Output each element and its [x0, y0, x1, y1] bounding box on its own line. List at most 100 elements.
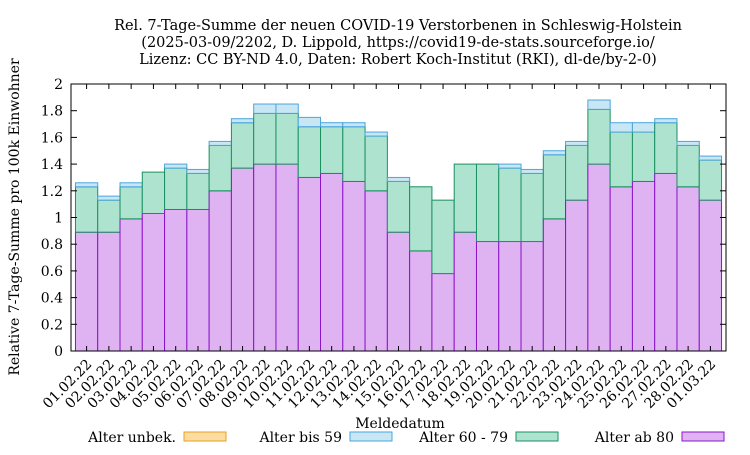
y-axis: 0 0.2 0.4 0.6 0.8 1 1.2 1.4 1.6 1.8 2 [41, 77, 726, 360]
legend-label-1: Alter bis 59 [258, 430, 342, 446]
y-tick-label-7: 1.4 [41, 157, 63, 173]
bar-segment-0-26 [654, 172, 678, 352]
bar-segment-1-12 [342, 126, 366, 182]
bar-segment-2-10 [297, 116, 322, 128]
bar-segment-1-28 [698, 159, 723, 201]
bar-segment-0-21 [542, 218, 567, 352]
y-tick-label-6: 1.2 [41, 184, 63, 200]
bar-segment-1-21 [542, 154, 567, 220]
bar-segment-1-5 [186, 172, 210, 210]
bar-segment-2-11 [320, 122, 344, 128]
legend-label-0: Alter unbek. [87, 430, 176, 446]
bar-segment-2-27 [676, 140, 700, 146]
bar-segment-1-7 [230, 122, 255, 169]
bar-segment-2-0 [74, 182, 99, 188]
chart-title-line-3: Lizenz: CC BY-ND 4.0, Daten: Robert Koch… [139, 52, 657, 68]
y-tick-label-1: 0.2 [41, 317, 63, 333]
bar-segment-0-8 [253, 163, 277, 352]
bar-segment-0-15 [409, 250, 433, 352]
bar-segment-1-23 [587, 108, 611, 165]
y-axis-label: Relative 7-Tage-Summe pro 100k Einwohner [7, 58, 23, 376]
bar-segment-1-14 [386, 180, 411, 233]
y-tick-label-5: 1 [54, 211, 63, 227]
bar-segment-2-26 [654, 118, 678, 124]
bar-segment-2-8 [253, 103, 277, 114]
bar-segment-2-1 [97, 195, 121, 201]
bar-segment-0-14 [386, 231, 411, 352]
bar-segment-0-18 [475, 241, 500, 352]
bar-segment-1-0 [74, 186, 99, 233]
bar-segment-2-9 [275, 103, 299, 114]
y-tick-label-8: 1.6 [41, 130, 63, 146]
legend-swatch-0 [183, 431, 227, 442]
bar-segment-1-17 [453, 163, 477, 233]
bar-segment-1-22 [565, 144, 589, 201]
bar-segment-0-24 [609, 186, 633, 352]
chart-title-line-2: (2025-03-09/2202, D. Lippold, https://co… [141, 35, 655, 51]
y-tick-label-4: 0.8 [41, 237, 63, 253]
bar-segment-0-13 [364, 190, 388, 352]
legend-label-3: Alter ab 80 [594, 430, 674, 446]
bar-segment-2-14 [386, 176, 411, 182]
bar-segment-1-25 [631, 131, 656, 182]
bar-segment-1-9 [275, 112, 299, 165]
bar-segment-1-15 [409, 186, 433, 252]
bar-segment-1-1 [97, 199, 121, 233]
bar-segment-2-21 [542, 150, 567, 156]
bar-segment-2-5 [186, 168, 210, 174]
bar-segment-1-20 [520, 172, 544, 243]
bar-segment-1-6 [208, 144, 232, 192]
bar-segment-1-13 [364, 135, 388, 192]
bar-segment-2-20 [520, 168, 544, 174]
bars-group [74, 99, 723, 352]
bar-segment-0-9 [275, 163, 299, 352]
y-tick-label-3: 0.6 [41, 264, 63, 280]
y-tick-label-0: 0 [54, 344, 63, 360]
y-tick-label-9: 1.8 [41, 104, 63, 120]
bar-segment-1-11 [320, 126, 344, 174]
legend: Alter unbek. Alter bis 59 Alter 60 - 79 Alt… [87, 430, 725, 446]
bar-segment-0-3 [141, 213, 166, 352]
y-tick-label-2: 0.4 [41, 291, 63, 307]
bar-segment-0-19 [498, 241, 522, 352]
bar-segment-1-8 [253, 112, 277, 165]
chart-title-line-1: Rel. 7-Tage-Summe der neuen COVID-19 Ver… [114, 18, 682, 34]
bar-segment-1-26 [654, 122, 678, 174]
chart-title: Rel. 7-Tage-Summe der neuen COVID-19 Ver… [114, 18, 682, 68]
bar-segment-2-12 [342, 122, 366, 128]
bar-segment-0-22 [565, 199, 589, 352]
bar-segment-0-0 [74, 231, 99, 352]
legend-label-2: Alter 60 - 79 [418, 430, 508, 446]
legend-swatch-3 [681, 431, 725, 442]
bar-segment-2-2 [119, 182, 143, 188]
bar-segment-1-16 [431, 199, 455, 275]
bar-segment-1-27 [676, 144, 700, 188]
bar-segment-0-2 [119, 218, 143, 352]
bar-segment-1-3 [141, 171, 166, 214]
bar-segment-2-4 [164, 163, 188, 169]
bar-segment-0-23 [587, 163, 611, 352]
bar-segment-2-13 [364, 131, 388, 137]
bar-segment-0-7 [230, 167, 255, 352]
bar-segment-0-17 [453, 231, 477, 352]
bar-segment-0-12 [342, 180, 366, 352]
bar-segment-0-10 [297, 176, 322, 352]
bar-segment-0-6 [208, 190, 232, 352]
bar-segment-2-19 [498, 163, 522, 169]
bar-segment-2-28 [698, 155, 723, 161]
bar-segment-1-24 [609, 131, 633, 188]
bar-segment-1-19 [498, 167, 522, 243]
bar-segment-0-4 [164, 208, 188, 352]
y-tick-label-10: 2 [54, 77, 63, 93]
legend-swatch-2 [515, 431, 559, 442]
bar-segment-0-27 [676, 186, 700, 352]
bar-segment-1-4 [164, 167, 188, 210]
legend-swatch-1 [349, 431, 393, 442]
bar-segment-0-16 [431, 273, 455, 352]
bar-segment-0-28 [698, 199, 723, 352]
bar-segment-0-5 [186, 208, 210, 352]
x-axis-label: Meldedatum [355, 416, 445, 432]
bar-segment-1-18 [475, 163, 500, 243]
